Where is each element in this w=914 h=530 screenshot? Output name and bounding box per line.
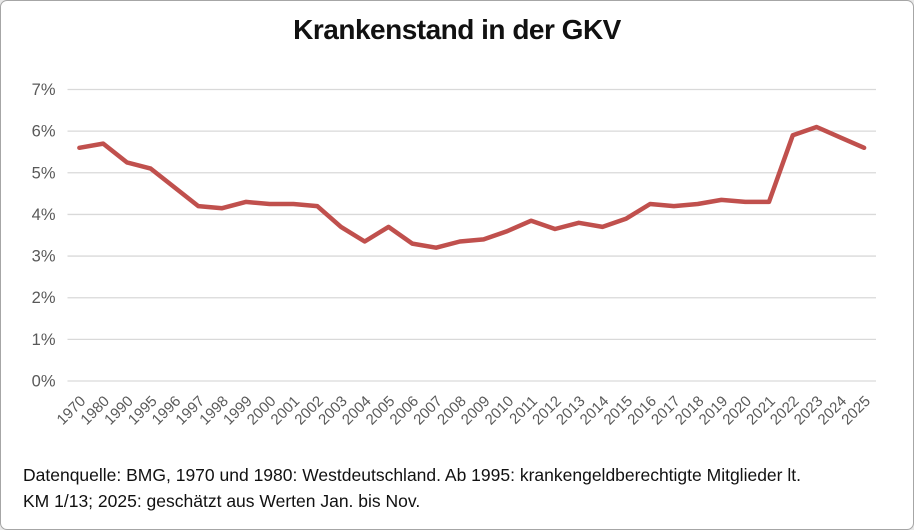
y-axis-tick-labels: 0% 1% 2% 3% 4% 5% 6% 7% [32, 81, 56, 391]
y-tick-label: 6% [32, 123, 56, 141]
y-tick-label: 2% [32, 289, 56, 307]
data-series-line [77, 124, 867, 250]
data-source-footnote: Datenquelle: BMG, 1970 und 1980: Westdeu… [23, 462, 899, 514]
gridlines [67, 88, 876, 382]
chart-title: Krankenstand in der GKV [293, 14, 621, 45]
x-tick-label: 2025 [838, 393, 874, 429]
y-tick-label: 4% [32, 206, 56, 224]
y-tick-label: 7% [32, 81, 56, 99]
footnote-line-2: KM 1/13; 2025: geschätzt aus Werten Jan.… [23, 491, 421, 511]
x-axis-tick-labels: 1970198019901995199619971998199920002001… [54, 393, 874, 429]
y-tick-label: 0% [32, 373, 56, 391]
y-tick-label: 5% [32, 164, 56, 182]
y-tick-label: 3% [32, 248, 56, 266]
y-tick-label: 1% [32, 331, 56, 349]
footnote-line-1: Datenquelle: BMG, 1970 und 1980: Westdeu… [23, 465, 801, 485]
